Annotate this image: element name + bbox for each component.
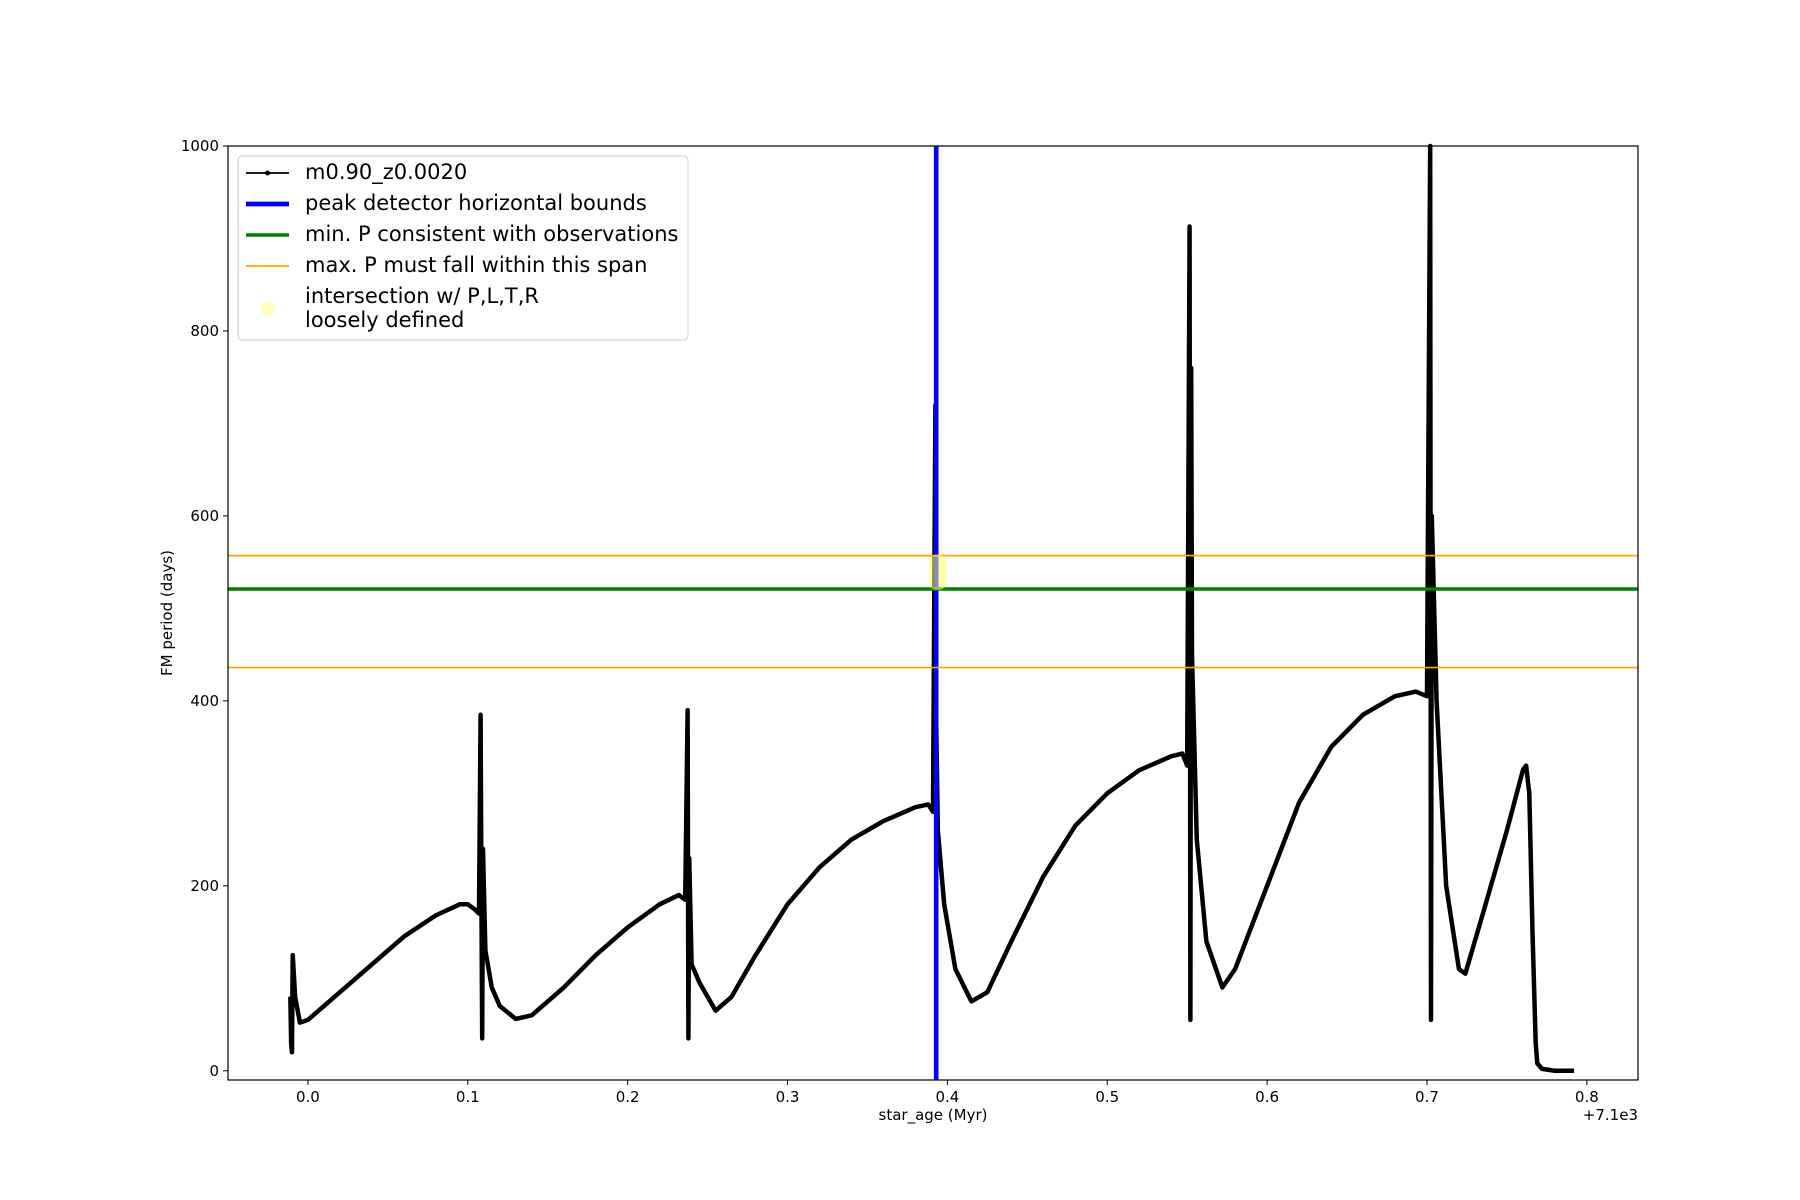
axes-frame: [227, 145, 1639, 1081]
intersection-highlight: [928, 554, 947, 590]
x-tick-label: 0.8: [1575, 1088, 1599, 1106]
x-tick-label: 0.7: [1415, 1088, 1439, 1106]
legend-label: max. P must fall within this span: [305, 253, 647, 277]
x-tick-label: 0.5: [1095, 1088, 1119, 1106]
legend-marker: [260, 302, 275, 316]
legend-marker: [265, 170, 270, 176]
legend-label: peak detector horizontal bounds: [305, 191, 647, 215]
x-tick-label: 0.2: [616, 1088, 640, 1106]
x-tick-label: 0.0: [296, 1088, 320, 1106]
legend-label: intersection w/ P,L,T,R: [305, 284, 539, 308]
legend-label: loosely defined: [305, 308, 464, 332]
y-tick-label: 200: [190, 877, 219, 895]
y-tick-label: 800: [190, 322, 219, 340]
y-axis-label: FM period (days): [158, 550, 176, 676]
legend-box: [237, 155, 689, 341]
x-tick-label: 0.6: [1255, 1088, 1279, 1106]
x-tick-label: 0.4: [935, 1088, 959, 1106]
y-tick-label: 600: [190, 507, 219, 525]
x-axis-label: star_age (Myr): [879, 1106, 988, 1125]
plot-area: [228, 143, 1638, 1080]
x-tick-label: 0.3: [776, 1088, 800, 1106]
legend-label: min. P consistent with observations: [305, 222, 678, 246]
y-tick-label: 1000: [181, 137, 219, 155]
y-tick-label: 400: [190, 692, 219, 710]
legend-label: m0.90_z0.0020: [305, 160, 467, 185]
x-offset-label: +7.1e3: [1583, 1106, 1638, 1124]
y-tick-label: 0: [209, 1062, 219, 1080]
x-tick-label: 0.1: [456, 1088, 480, 1106]
